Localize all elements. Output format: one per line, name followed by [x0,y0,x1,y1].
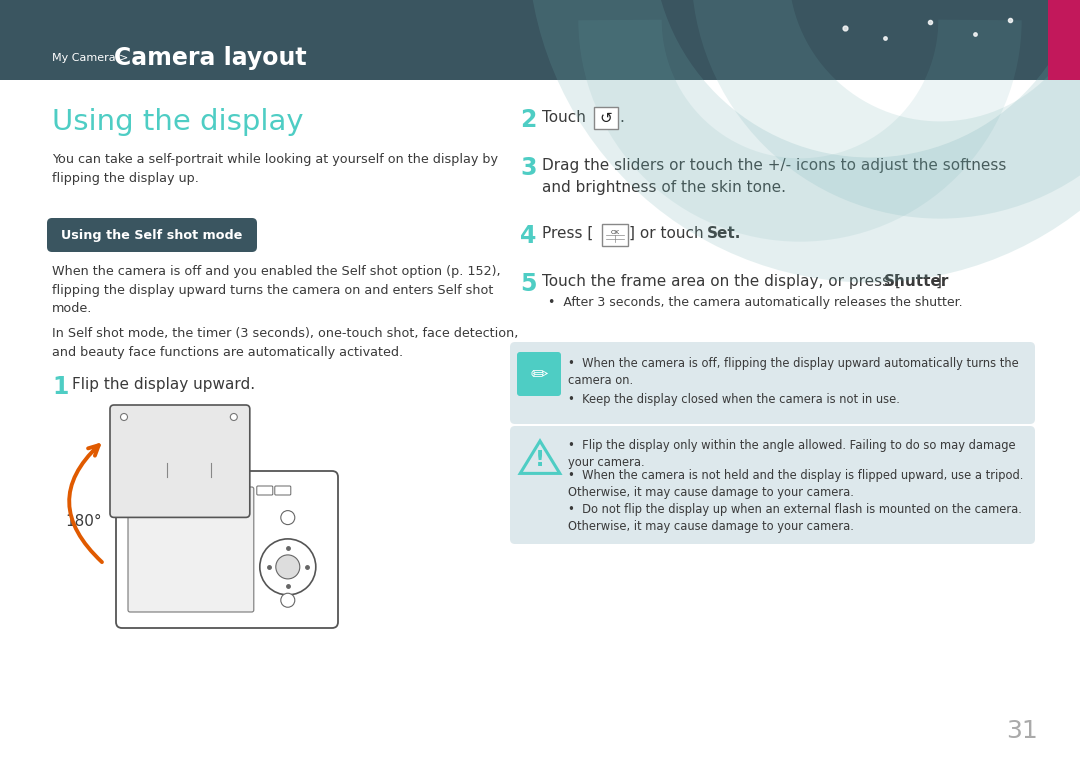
Text: 1: 1 [52,375,68,399]
Circle shape [260,539,315,595]
FancyBboxPatch shape [510,426,1035,544]
Text: ] or touch: ] or touch [629,226,708,241]
Text: OK: OK [610,230,620,235]
Text: 180°: 180° [65,515,102,529]
FancyBboxPatch shape [594,107,618,129]
Circle shape [281,593,295,607]
Text: Press [: Press [ [542,226,593,241]
Text: •  When the camera is off, flipping the display upward automatically turns the
c: • When the camera is off, flipping the d… [568,357,1018,387]
Text: ✏: ✏ [530,364,548,384]
Text: ].: ]. [936,274,947,289]
Text: Set.: Set. [707,226,741,241]
Text: •  After 3 seconds, the camera automatically releases the shutter.: • After 3 seconds, the camera automatica… [548,296,962,309]
FancyBboxPatch shape [274,486,291,495]
FancyBboxPatch shape [510,342,1035,424]
Text: Using the Self shot mode: Using the Self shot mode [62,229,243,242]
FancyBboxPatch shape [48,218,257,252]
Text: Using the display: Using the display [52,108,303,136]
FancyBboxPatch shape [116,471,338,628]
Circle shape [281,510,295,525]
Text: Touch the frame area on the display, or press [: Touch the frame area on the display, or … [542,274,901,289]
Circle shape [275,555,300,579]
Text: 31: 31 [1007,719,1038,743]
FancyBboxPatch shape [257,486,273,495]
Circle shape [230,414,238,421]
Text: Touch: Touch [542,110,585,125]
Text: Drag the sliders or touch the +/- icons to adjust the softness
and brightness of: Drag the sliders or touch the +/- icons … [542,158,1007,194]
Bar [0,0,1080,80]
Text: 2: 2 [519,108,537,132]
Text: •  Keep the display closed when the camera is not in use.: • Keep the display closed when the camer… [568,393,900,406]
FancyBboxPatch shape [602,224,627,246]
Text: In Self shot mode, the timer (3 seconds), one-touch shot, face detection,
and be: In Self shot mode, the timer (3 seconds)… [52,327,518,359]
Text: My Camera >: My Camera > [52,53,132,63]
Text: Flip the display upward.: Flip the display upward. [72,377,255,392]
FancyBboxPatch shape [110,405,249,517]
FancyBboxPatch shape [129,487,254,612]
Text: •  When the camera is not held and the display is flipped upward, use a tripod.
: • When the camera is not held and the di… [568,469,1024,499]
Text: Shutter: Shutter [885,274,949,289]
Text: !: ! [535,450,545,470]
Text: .: . [619,110,624,125]
Text: Camera layout: Camera layout [114,46,307,70]
Circle shape [121,414,127,421]
Text: 5: 5 [519,272,537,296]
Text: You can take a self-portrait while looking at yourself on the display by
flippin: You can take a self-portrait while looki… [52,153,498,184]
Text: •  Flip the display only within the angle allowed. Failing to do so may damage
y: • Flip the display only within the angle… [568,439,1015,469]
Bar [1048,0,1080,80]
FancyBboxPatch shape [517,352,561,396]
FancyBboxPatch shape [157,459,221,481]
Text: ↺: ↺ [599,110,612,125]
Text: •  Do not flip the display up when an external flash is mounted on the camera.
O: • Do not flip the display up when an ext… [568,503,1022,533]
Text: When the camera is off and you enabled the Self shot option (p. 152),
flipping t: When the camera is off and you enabled t… [52,265,501,315]
Text: 4: 4 [519,224,537,248]
Text: 3: 3 [519,156,537,180]
